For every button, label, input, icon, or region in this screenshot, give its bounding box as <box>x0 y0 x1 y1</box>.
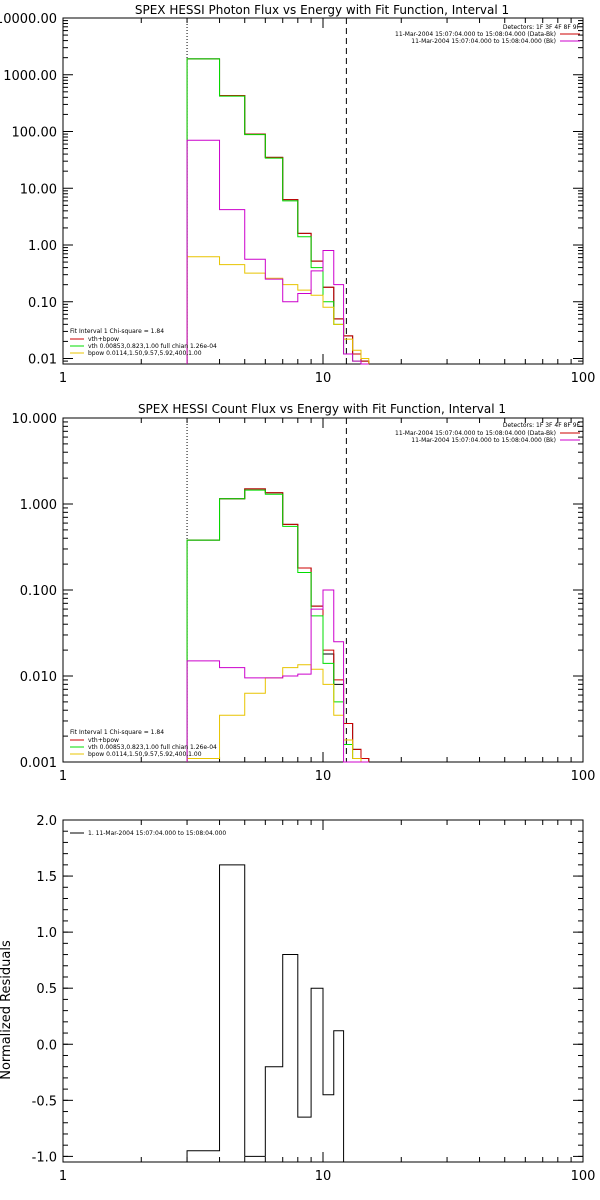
legend-entry: 11-Mar-2004 15:07:04.000 to 15:08:04.000… <box>395 31 556 38</box>
y-tick-label: 10.000 <box>12 412 58 427</box>
x-tick-label: 100 <box>571 1169 596 1184</box>
plot-frame <box>62 17 584 365</box>
legend-entry: bpow 0.0114,1.50,9.57,5.92,400,1.00 <box>88 350 202 357</box>
detectors-label: Detectors: 1F 3F 4F 8F 9F <box>503 422 581 429</box>
chart-title: SPEX HESSI Count Flux vs Energy with Fit… <box>138 402 506 416</box>
legend-entry: 1. 11-Mar-2004 15:07:04.000 to 15:08:04.… <box>88 830 226 837</box>
y-tick-label: 10.00 <box>20 182 57 197</box>
legend-entry: vth+bpow <box>88 737 119 744</box>
chart-title: SPEX HESSI Photon Flux vs Energy with Fi… <box>135 3 509 17</box>
data-series <box>186 58 370 364</box>
legend-entry: 11-Mar-2004 15:07:04.000 to 15:08:04.000… <box>411 38 556 45</box>
x-tick-label: 100 <box>571 371 596 386</box>
x-tick-label: 10 <box>315 1169 332 1184</box>
y-tick-label: 100.00 <box>12 126 58 141</box>
y-tick-label: -1.0 <box>32 1150 57 1165</box>
x-tick-label: 10 <box>315 371 332 386</box>
y-axis-label: Normalized Residuals <box>0 940 14 1080</box>
y-tick-label: 0.5 <box>36 982 57 997</box>
vth-series <box>186 489 369 763</box>
y-tick-label: 2.0 <box>36 814 57 829</box>
legend-header: Fit Interval 1 Chi-square = 1.84 <box>70 729 164 736</box>
legend-entry: vth 0.00853,0.823,1.00 full chian 1.26e-… <box>88 343 217 350</box>
vth-series <box>186 58 369 365</box>
legend-top: 11-Mar-2004 15:07:04.000 to 15:08:04.000… <box>395 31 580 45</box>
y-tick-label: 1.00 <box>28 239 57 254</box>
data-series <box>186 488 370 762</box>
x-tick-label: 10 <box>315 769 332 784</box>
y-tick-label: 1.000 <box>20 498 57 513</box>
y-tick-label: 0.01 <box>28 353 57 368</box>
legend-entry: bpow 0.0114,1.50,9.57,5.92,400,1.00 <box>88 751 202 758</box>
legend-entry: 11-Mar-2004 15:07:04.000 to 15:08:04.000… <box>395 430 556 437</box>
series <box>186 58 370 365</box>
y-tick-label: 1.0 <box>36 926 57 941</box>
axes: 1 10 100 0.001 0.010 0.100 1.000 10.000 <box>12 412 596 784</box>
y-tick-label: 0.100 <box>20 584 57 599</box>
y-tick-label: 0.001 <box>20 756 57 771</box>
legend-header: Fit Interval 1 Chi-square = 1.84 <box>70 328 164 335</box>
total-series <box>186 488 370 762</box>
x-tick-label: 1 <box>59 1169 67 1184</box>
count-flux-panel: SPEX HESSI Count Flux vs Energy with Fit… <box>12 402 596 784</box>
x-tick-label: 100 <box>571 769 596 784</box>
legend-entry: 11-Mar-2004 15:07:04.000 to 15:08:04.000… <box>411 437 556 444</box>
total-series <box>186 58 370 364</box>
y-tick-label: 1.5 <box>36 870 57 885</box>
y-tick-label: 0.010 <box>20 670 57 685</box>
series <box>186 864 345 1162</box>
y-tick-label: 0.10 <box>28 296 57 311</box>
bkg-series <box>186 139 369 365</box>
x-tick-label: 1 <box>59 769 67 784</box>
data-series <box>186 864 345 1162</box>
legend-top: 11-Mar-2004 15:07:04.000 to 15:08:04.000… <box>395 430 580 444</box>
y-tick-label: 10000.00 <box>0 12 57 27</box>
y-tick-label: 1000.00 <box>3 69 57 84</box>
residuals-panel: 1 10 100 -1.0 -0.5 0.0 0.5 1.0 1.5 2.0 Normalized… <box>0 814 595 1184</box>
legend-entry: vth+bpow <box>88 336 119 343</box>
axes: 1 10 100 -1.0 -0.5 0.0 0.5 1.0 1.5 2.0 <box>32 814 596 1184</box>
bkg-series <box>186 589 369 763</box>
detectors-label: Detectors: 1F 3F 4F 8F 9F <box>503 24 581 31</box>
x-tick-label: 1 <box>59 371 67 386</box>
legend-bottom: Fit Interval 1 Chi-square = 1.84 vth+bpo… <box>70 729 217 758</box>
legend-bottom: Fit Interval 1 Chi-square = 1.84 vth+bpo… <box>70 328 217 357</box>
y-tick-label: -0.5 <box>32 1094 57 1109</box>
series <box>186 488 370 763</box>
photon-flux-panel: SPEX HESSI Photon Flux vs Energy with Fi… <box>0 3 595 386</box>
legend-entry: vth 0.00853,0.823,1.00 full chian 1.26e-… <box>88 744 217 751</box>
y-tick-label: 0.0 <box>36 1038 57 1053</box>
